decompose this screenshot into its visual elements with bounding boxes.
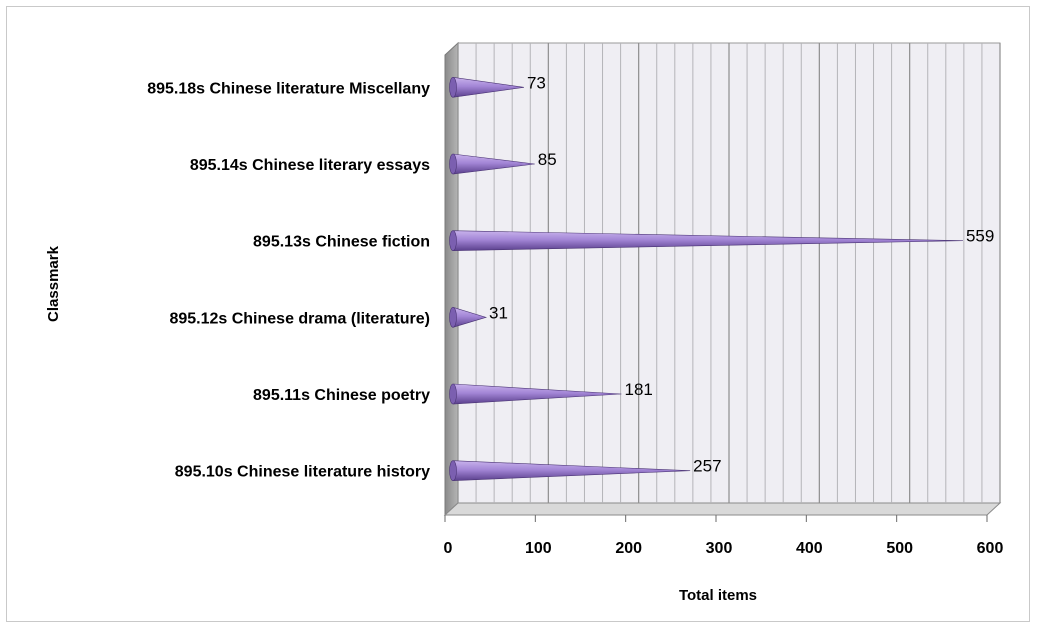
cone-series <box>449 76 963 481</box>
cone-base <box>449 307 457 328</box>
data-label: 31 <box>489 303 508 322</box>
cone-base <box>449 383 457 405</box>
category-label: 895.14s Chinese literary essays <box>190 157 430 174</box>
x-tick-label: 600 <box>977 540 1004 557</box>
y-axis-title: Classmark <box>45 245 62 322</box>
data-label: 257 <box>693 457 721 476</box>
category-label: 895.11s Chinese poetry <box>253 387 430 404</box>
cone-base <box>449 77 457 98</box>
data-label: 73 <box>527 73 546 92</box>
data-label: 85 <box>538 150 557 169</box>
x-tick-label: 200 <box>615 540 642 557</box>
cone-base <box>449 460 457 481</box>
x-tick-labels: 0 100 200 300 400 500 600 <box>444 515 1004 557</box>
plot-walls <box>443 41 1002 517</box>
cone-base <box>449 230 457 251</box>
category-label: 895.10s Chinese literature history <box>175 464 430 481</box>
category-label: 895.13s Chinese fiction <box>253 234 430 251</box>
x-tick-label: 400 <box>796 540 823 557</box>
cone-base <box>449 153 457 175</box>
x-tick-label: 0 <box>444 540 453 557</box>
category-label: 895.18s Chinese literature Miscellany <box>147 80 430 97</box>
x-tick-label: 100 <box>525 540 552 557</box>
data-label: 559 <box>966 227 994 246</box>
x-axis-title: Total items <box>679 587 757 604</box>
side-wall <box>444 41 459 517</box>
gridlines <box>457 43 1001 503</box>
floor <box>443 502 1002 516</box>
data-label: 181 <box>625 380 653 399</box>
x-tick-label: 300 <box>706 540 733 557</box>
x-tick-label: 500 <box>886 540 913 557</box>
category-label: 895.12s Chinese drama (literature) <box>169 310 430 327</box>
data-labels: 73 85 559 31 181 257 <box>489 73 994 475</box>
category-labels: 895.18s Chinese literature Miscellany 895… <box>147 80 430 480</box>
